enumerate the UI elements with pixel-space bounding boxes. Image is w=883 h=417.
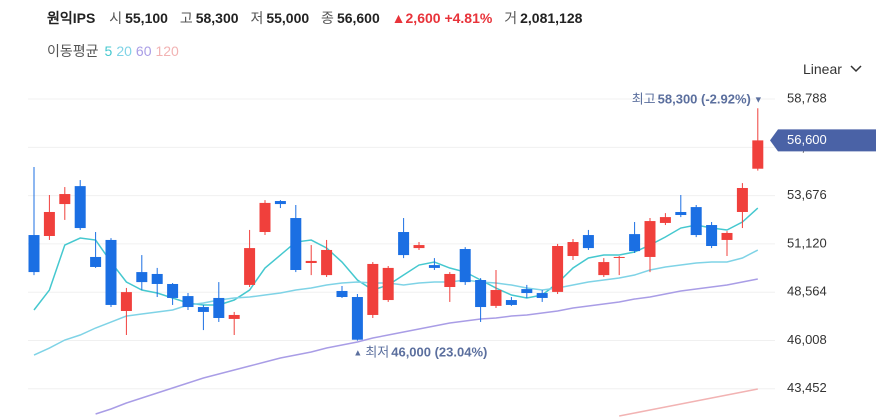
label: 거 <box>504 10 518 26</box>
high-annotation: 최고 58,300 (-2.92%) ▼ <box>632 92 763 107</box>
candle-body <box>659 217 671 223</box>
candle-body <box>182 296 194 308</box>
legend-entry: 20 <box>116 43 132 59</box>
label: 고 <box>179 10 193 26</box>
candle-body <box>274 201 286 205</box>
legend-entry: 5 <box>104 43 113 59</box>
up-arrow: ▲ <box>353 348 362 358</box>
candle-body <box>259 202 271 233</box>
candle-body <box>244 248 256 285</box>
legend-entry: 120 <box>155 43 179 59</box>
high-text: 58,300 (-2.92%) <box>658 92 751 107</box>
candle-body <box>752 140 764 169</box>
change-pct: +4.81% <box>444 10 493 26</box>
high-label: 최고 <box>632 92 656 107</box>
up-arrow: ▲ <box>391 10 406 26</box>
candle-body <box>475 280 487 308</box>
quote-header: 원익IPS 시 55,100 고 58,300 저 55,000 종 56,600 ▲2… <box>47 8 590 28</box>
candle-body <box>305 260 317 264</box>
candle-body <box>136 272 148 283</box>
candle-body <box>536 293 548 298</box>
candle-body <box>675 211 687 216</box>
label: 저 <box>250 10 264 26</box>
candle-body <box>505 300 517 305</box>
chevron <box>850 65 862 73</box>
label: 종 <box>321 10 334 26</box>
candle-body <box>567 242 579 257</box>
candle-body <box>290 218 302 270</box>
ma-title: 이동평균 <box>47 43 99 59</box>
candle-body <box>382 267 394 301</box>
candle-body <box>151 273 163 284</box>
y-tick-label: 53,676 <box>787 187 827 202</box>
candle-body <box>521 289 533 294</box>
candle-body <box>413 245 425 249</box>
candle-body <box>736 187 748 212</box>
stock-name: 원익IPS <box>47 10 96 26</box>
low-text: 46,000 (23.04%) <box>391 345 487 360</box>
candle-body <box>120 292 132 311</box>
change: 2,600 <box>405 10 441 26</box>
legend-entry: 60 <box>135 43 152 59</box>
ma-line <box>33 249 759 356</box>
price-badge-label: 56,600 <box>787 132 827 147</box>
candle-body <box>105 239 117 305</box>
candle-body <box>59 194 71 205</box>
candle-body <box>43 211 55 236</box>
candle-body <box>721 232 733 240</box>
down-arrow: ▼ <box>754 95 763 105</box>
y-tick-label: 48,564 <box>787 284 827 299</box>
ma-legend: 이동평균 5 20 60 120 <box>47 41 183 61</box>
candle-body <box>629 234 641 252</box>
candle-body <box>444 273 456 288</box>
candle-body <box>490 290 502 306</box>
candle-body <box>336 290 348 298</box>
price-badge <box>770 129 876 152</box>
candle-body <box>28 235 40 273</box>
y-tick-label: 43,452 <box>787 380 827 395</box>
value: 2,081,128 <box>520 10 583 26</box>
candle-body <box>690 207 702 236</box>
candle-body <box>167 283 179 298</box>
candle-body <box>398 232 410 256</box>
label: 시 <box>109 10 123 26</box>
scale-label: Linear <box>803 61 842 77</box>
candle-body <box>582 235 594 249</box>
candle-body <box>74 186 86 229</box>
candle-body <box>213 297 225 318</box>
value: 55,100 <box>125 10 168 26</box>
candle-body <box>613 256 625 258</box>
value: 58,300 <box>195 10 239 26</box>
ma-line <box>619 388 758 417</box>
candle-body <box>706 225 718 246</box>
candle-body <box>90 256 102 267</box>
y-tick-label: 58,788 <box>787 90 827 105</box>
candle-body <box>197 307 209 312</box>
low-annotation: ▲ 최저 46,000 (23.04%) <box>353 345 487 360</box>
ma-line <box>95 278 758 415</box>
candle-body <box>644 221 656 257</box>
scale-dropdown[interactable]: Linear <box>803 61 862 77</box>
y-tick-label: 51,120 <box>787 235 827 250</box>
low-label: 최저 <box>365 345 389 360</box>
candle-body <box>351 297 363 340</box>
value: 56,600 <box>336 10 380 26</box>
candle-body <box>598 262 610 276</box>
candle-body <box>321 249 333 276</box>
value: 55,000 <box>266 10 310 26</box>
candle-body <box>552 246 564 292</box>
candle-body <box>367 263 379 315</box>
candle-body <box>459 249 471 283</box>
candle-body <box>228 314 240 319</box>
y-tick-label: 46,008 <box>787 332 827 347</box>
candle-body <box>428 265 440 268</box>
plot <box>28 108 764 417</box>
